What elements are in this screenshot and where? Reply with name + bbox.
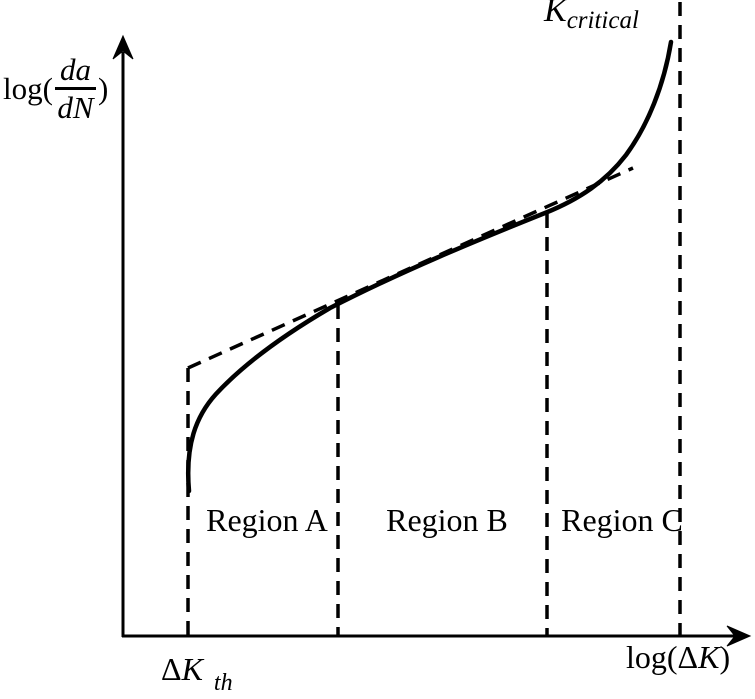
y-axis-label-prefix: log( [3,71,53,106]
y-axis-label-suffix: ) [97,71,109,106]
x-axis-arrowhead [726,625,752,647]
k-critical-symbol: K [544,0,567,29]
y-axis-fraction-denominator: dN [57,90,94,125]
delta-k-threshold-subscript: th [213,670,233,696]
y-axis-label: log( da dN ) [3,54,108,123]
y-axis-arrowhead [112,34,134,60]
x-axis-label-delta: Δ [677,639,699,675]
x-axis-label: log(ΔK) [626,641,730,673]
region-a-label: Region A [206,502,328,538]
k-critical-label: Kcritical [544,0,639,33]
x-axis-label-suffix: ) [719,639,731,675]
paris-law-tangent-line [187,166,634,370]
k-critical-subscript: critical [566,7,639,34]
crack-growth-curve [186,39,674,494]
delta-k-threshold-delta: Δ [161,651,182,687]
y-axis-fraction: da dN [54,54,96,125]
x-axis-label-prefix: log( [626,639,678,675]
region-b-label: Region B [386,502,508,538]
region-c-label: Region C [561,502,683,538]
x-axis-label-symbol: K [698,639,720,675]
delta-k-threshold-label: ΔK th [161,651,233,695]
delta-k-threshold-symbol: K [181,651,203,687]
y-axis-fraction-numerator: da [54,54,96,90]
